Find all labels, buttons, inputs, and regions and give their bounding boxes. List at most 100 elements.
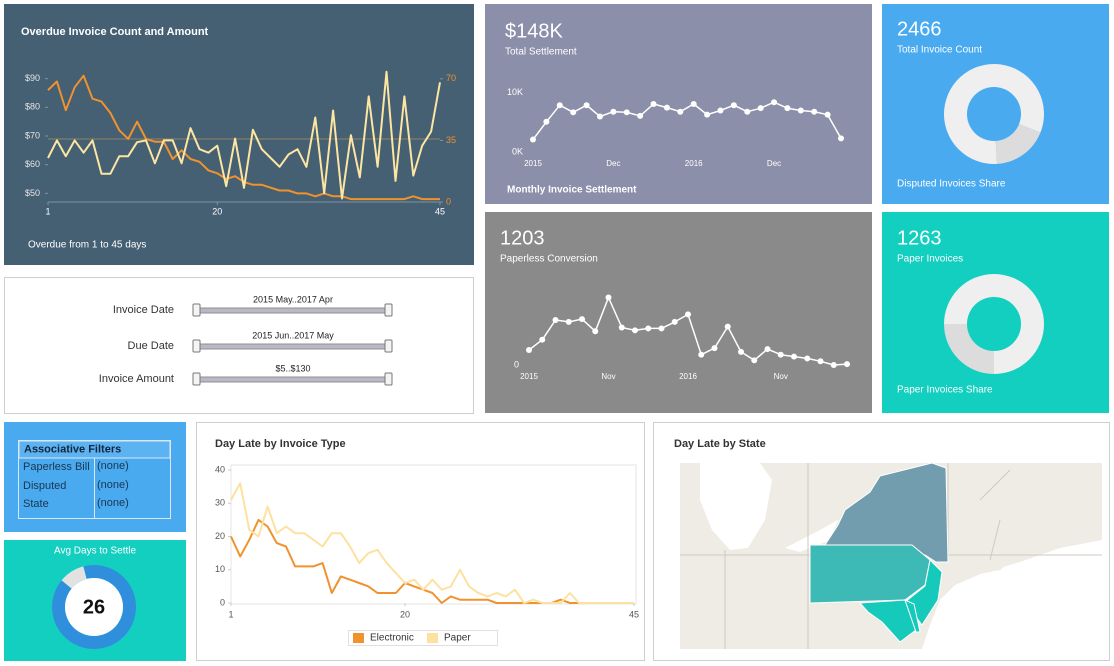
chart-subtitle: Overdue from 1 to 45 days — [28, 240, 146, 251]
table-cell: (none) — [97, 479, 129, 491]
data-point — [784, 105, 791, 112]
slider-handle[interactable] — [384, 339, 393, 353]
y-tick-label: 30 — [215, 498, 225, 508]
panel-paper-invoices — [882, 212, 1109, 413]
x-tick-label: 45 — [629, 609, 639, 619]
legend-swatch — [353, 633, 364, 643]
data-point — [565, 318, 572, 325]
x-tick-label: 2016 — [685, 159, 703, 168]
donut-segment — [944, 63, 1045, 164]
filter-range: 2015 May..2017 Apr — [253, 294, 333, 304]
x-tick-label: 20 — [212, 206, 222, 216]
data-point — [658, 325, 665, 332]
data-point — [645, 325, 652, 332]
map-lake — [785, 520, 838, 552]
data-point — [804, 355, 811, 362]
data-point — [592, 328, 599, 335]
y-tick-label: 10K — [507, 87, 523, 97]
slider-handle[interactable] — [192, 372, 201, 386]
slider-track — [196, 307, 389, 314]
gauge-center — [65, 578, 123, 636]
x-tick-label: 1 — [45, 206, 50, 216]
chart-title: Overdue Invoice Count and Amount — [21, 26, 209, 38]
y2-tick-label: 70 — [446, 73, 456, 83]
map-long-island — [948, 562, 1010, 580]
x-tick-label: Nov — [601, 372, 615, 381]
data-point — [623, 109, 630, 116]
panel-day-late — [196, 422, 645, 661]
x-tick-label: 2016 — [679, 372, 697, 381]
data-point — [539, 336, 546, 343]
panel-invoice-count — [882, 4, 1109, 204]
map-state-pa — [809, 544, 931, 604]
data-point — [677, 108, 684, 115]
data-point — [530, 136, 536, 143]
series-line — [230, 482, 634, 604]
data-point — [751, 357, 758, 364]
legend-label: Paper — [444, 633, 471, 644]
slider-handle[interactable] — [192, 303, 201, 317]
slider-handle[interactable] — [384, 372, 393, 386]
donut-segment — [51, 565, 136, 649]
table-cell: (none) — [97, 460, 129, 472]
kpi-label: Total Settlement — [505, 47, 577, 58]
data-point — [830, 362, 837, 368]
donut-segment — [944, 324, 994, 374]
filter-label: Invoice Amount — [99, 373, 174, 385]
data-point — [757, 105, 764, 112]
data-point — [556, 102, 563, 109]
x-tick-label: Dec — [767, 159, 781, 168]
y-tick-label: $90 — [25, 73, 40, 83]
data-point — [724, 323, 731, 330]
data-point — [552, 317, 559, 323]
data-point — [526, 347, 532, 353]
data-point — [698, 351, 705, 358]
x-tick-label: 45 — [435, 206, 445, 216]
y-tick-label: 0K — [512, 146, 523, 156]
data-point — [671, 318, 678, 325]
data-point — [637, 112, 644, 119]
y-tick-label: $70 — [25, 130, 40, 140]
y-tick-label: 0 — [220, 597, 225, 607]
series-line — [47, 70, 441, 200]
kpi-label: Total Invoice Count — [897, 45, 982, 56]
x-tick-label: 20 — [400, 609, 410, 619]
kpi-value: 1203 — [500, 227, 545, 249]
data-point — [817, 358, 824, 365]
data-point — [690, 101, 697, 108]
data-point — [663, 104, 670, 111]
data-point — [570, 109, 577, 116]
map-lake — [700, 463, 772, 550]
slider-handle[interactable] — [192, 339, 201, 353]
data-point — [583, 102, 590, 109]
data-point — [605, 294, 612, 301]
x-tick-label: 2015 — [524, 159, 542, 168]
data-point — [797, 107, 804, 114]
legend-swatch — [427, 633, 438, 643]
y-tick-label: 10 — [215, 564, 225, 574]
donut-segment — [995, 123, 1041, 164]
donut-segment — [61, 566, 87, 589]
data-point — [704, 111, 711, 118]
panel-settlement — [485, 4, 872, 204]
kpi-label: Paperless Conversion — [500, 254, 598, 265]
filter-range: $5..$130 — [275, 363, 310, 373]
x-tick-label: 1 — [228, 609, 233, 619]
x-tick-label: Dec — [606, 159, 620, 168]
filter-label: Due Date — [128, 340, 174, 352]
chart-title: Day Late by State — [674, 438, 766, 450]
panel-paperless — [485, 212, 872, 413]
chart-title: Day Late by Invoice Type — [215, 438, 346, 450]
data-point — [824, 111, 831, 118]
map — [680, 462, 1102, 649]
donut-segment — [944, 274, 1044, 374]
data-point — [685, 311, 691, 318]
slider-handle[interactable] — [384, 303, 393, 317]
series-line — [230, 518, 634, 604]
kpi-value: 2466 — [897, 18, 942, 40]
table-cell: Disputed — [23, 480, 66, 492]
data-point — [717, 107, 724, 114]
legend-frame — [348, 630, 498, 646]
panel-overdue — [4, 4, 474, 265]
